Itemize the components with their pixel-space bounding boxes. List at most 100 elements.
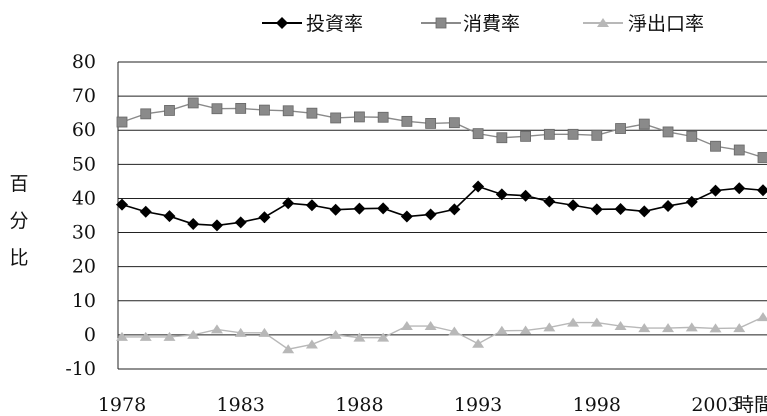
data-point: [164, 105, 175, 116]
series-line: [121, 185, 764, 227]
data-point: [567, 317, 580, 327]
data-point: [282, 197, 295, 210]
data-point: [210, 219, 223, 232]
data-point: [614, 203, 627, 216]
x-axis-title: 時間: [735, 394, 767, 416]
data-point: [472, 338, 485, 348]
data-point: [139, 205, 152, 218]
data-point: [377, 202, 390, 215]
data-point: [353, 332, 366, 342]
data-point: [448, 117, 460, 129]
data-point: [400, 210, 413, 223]
data-point: [401, 115, 413, 127]
series-1: [116, 180, 767, 232]
data-point: [757, 152, 767, 163]
x-tick-label: 2003: [691, 394, 739, 416]
data-point: [353, 202, 366, 215]
data-point: [305, 199, 318, 212]
x-tick-label: 1988: [335, 394, 383, 416]
gridlines: [117, 61, 767, 370]
y-tick-label: 0: [84, 324, 96, 346]
data-point: [543, 322, 556, 332]
data-point: [495, 188, 508, 201]
legend-item: 消費率: [421, 13, 520, 35]
data-point: [140, 108, 152, 120]
data-point: [543, 195, 556, 208]
data-point: [709, 184, 722, 197]
data-point: [211, 103, 223, 115]
data-point: [543, 128, 555, 140]
data-point: [116, 331, 128, 341]
y-tick-label: 10: [72, 290, 96, 312]
data-point: [757, 184, 767, 197]
data-point: [329, 329, 342, 339]
y-tick-label: -10: [65, 358, 96, 380]
data-point: [472, 128, 484, 140]
data-point: [733, 144, 745, 156]
data-point: [614, 321, 627, 331]
series-2: [116, 97, 767, 163]
y-axis-title: 百分比: [9, 173, 28, 269]
data-point: [448, 203, 461, 216]
data-point: [235, 102, 247, 114]
data-point: [638, 205, 651, 218]
data-point: [425, 118, 437, 129]
data-point: [519, 189, 532, 202]
legend-label: 淨出口率: [628, 13, 704, 35]
y-tick-label: 60: [72, 119, 96, 141]
y-tick-label: 50: [72, 153, 96, 175]
legend-item: 淨出口率: [583, 13, 704, 35]
data-point: [662, 199, 675, 212]
data-point: [354, 111, 365, 123]
x-tick-label: 1993: [454, 394, 502, 416]
data-point: [662, 126, 674, 138]
data-point: [187, 329, 200, 339]
data-point: [234, 216, 247, 229]
data-point: [662, 323, 675, 333]
data-point: [139, 331, 152, 341]
data-point: [282, 344, 295, 354]
y-axis-title-char: 比: [9, 247, 28, 269]
data-point: [424, 321, 437, 331]
data-point: [685, 322, 698, 332]
data-point: [686, 130, 698, 142]
data-point: [615, 123, 626, 134]
y-tick-label: 30: [72, 222, 96, 244]
legend-marker: [435, 17, 447, 29]
data-point: [638, 323, 651, 333]
data-point: [377, 111, 389, 123]
legend-item: 投資率: [262, 13, 363, 35]
series-line: [122, 316, 764, 350]
data-point: [187, 218, 200, 231]
data-point: [638, 118, 650, 130]
legend-label: 投資率: [306, 13, 363, 35]
data-point: [495, 325, 508, 335]
legend-marker: [597, 18, 609, 27]
data-point: [590, 317, 603, 327]
y-tick-label: 40: [72, 187, 96, 209]
data-point: [330, 112, 342, 124]
data-point: [448, 326, 461, 336]
data-point: [733, 182, 746, 195]
legend-marker: [276, 17, 288, 29]
data-point: [472, 180, 485, 193]
data-point: [259, 104, 270, 116]
data-point: [519, 325, 532, 335]
data-point: [163, 331, 176, 341]
data-point: [400, 321, 413, 331]
data-point: [424, 208, 437, 221]
series-3: [116, 312, 767, 354]
data-point: [258, 327, 271, 337]
y-axis: -10 0 10 20 30 40 50 60 70 80: [65, 51, 96, 380]
data-point: [377, 332, 390, 342]
data-point: [567, 199, 580, 212]
data-point: [520, 130, 531, 142]
data-point: [187, 97, 199, 109]
plot-series: [116, 97, 767, 354]
y-axis-title-char: 百: [9, 173, 28, 195]
data-point: [163, 210, 176, 223]
legend: 投資率 消費率 淨出口率: [262, 13, 704, 35]
data-point: [282, 105, 294, 117]
